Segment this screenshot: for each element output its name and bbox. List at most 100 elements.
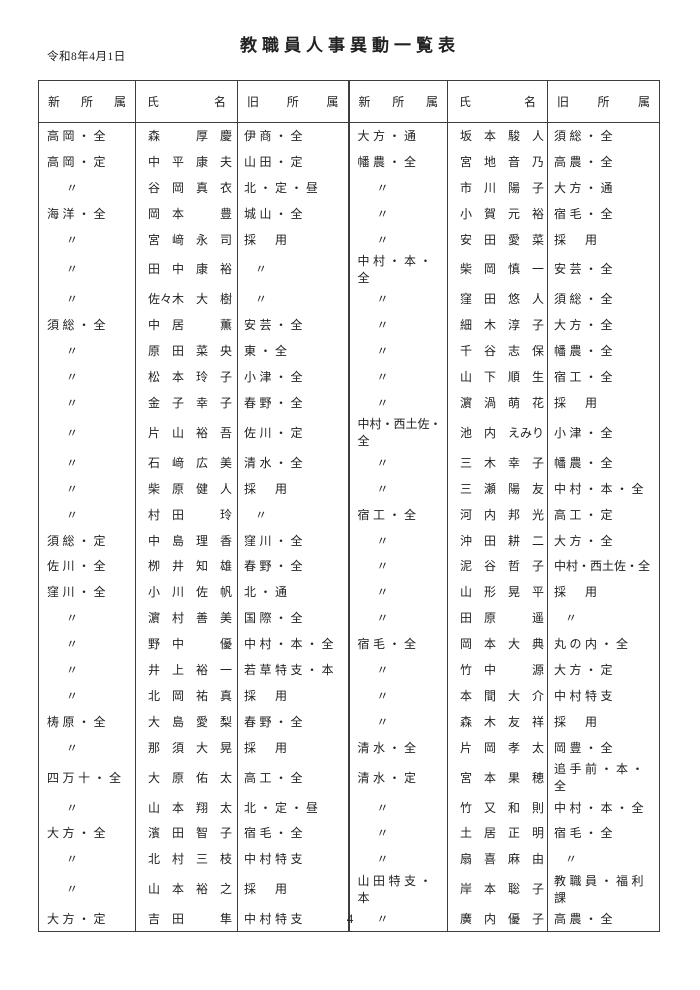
table-cell: 宿毛・全 bbox=[554, 826, 617, 841]
ditto-mark: 〃 bbox=[237, 285, 350, 312]
table-row: 〃井 上 裕 一若草特支・本〃竹 中 源大方・定 bbox=[38, 656, 660, 683]
table-cell: 濵 村 善 美 bbox=[135, 604, 238, 631]
table-row: 〃那 須 大 晃採 用清水・全片 岡 孝 太岡豊・全 bbox=[38, 734, 660, 761]
table-cell: 那 須 大 晃 bbox=[135, 734, 238, 761]
ditto-mark: 〃 bbox=[38, 174, 136, 201]
table-cell: 片 山 裕 吾 bbox=[135, 415, 238, 450]
table-cell: 宿毛・全 bbox=[554, 206, 617, 221]
table-cell: 市 川 陽 子 bbox=[447, 174, 548, 201]
table-cell: 柴 原 健 人 bbox=[135, 475, 238, 502]
table-cell: 小津・全 bbox=[237, 363, 350, 390]
table-cell: 中村・本・全 bbox=[554, 800, 648, 815]
table-cell: 佐々木 大 樹 bbox=[135, 285, 238, 312]
table-cell: 清水・全 bbox=[348, 734, 448, 761]
table-cell: 中村特支 bbox=[237, 905, 350, 932]
ditto-mark: 〃 bbox=[38, 656, 136, 683]
ditto-mark: 〃 bbox=[348, 845, 448, 872]
header-name-left: 氏名 bbox=[135, 80, 238, 123]
ditto-mark: 〃 bbox=[38, 363, 136, 390]
ditto-mark: 〃 bbox=[38, 871, 136, 906]
table-cell: 森 木 友 祥 bbox=[447, 708, 548, 735]
table-cell: 清水・全 bbox=[237, 449, 350, 476]
page-title: 教職員人事異動一覧表 bbox=[240, 36, 460, 55]
table-row: 梼原・全大 島 愛 梨春野・全〃森 木 友 祥採 用 bbox=[38, 708, 660, 735]
table-row: 〃原 田 菜 央東・全〃千 谷 志 保幡農・全 bbox=[38, 337, 660, 364]
table-cell: 採 用 bbox=[237, 871, 350, 906]
document-date: 令和8年4月1日 bbox=[47, 51, 126, 63]
ditto-mark: 〃 bbox=[38, 475, 136, 502]
table-row: 窪川・全小 川 佐 帆北・通〃山 形 晃 平採 用 bbox=[38, 578, 660, 605]
table-cell: 高農・全 bbox=[554, 911, 617, 926]
table-cell: 竹 中 源 bbox=[447, 656, 548, 683]
table-cell: 大方・全 bbox=[554, 533, 617, 548]
page-number: 4 bbox=[346, 911, 354, 926]
table-cell: 宿毛・全 bbox=[348, 630, 448, 657]
ditto-mark: 〃 bbox=[348, 794, 448, 820]
table-cell: 田 原 遥 bbox=[447, 604, 548, 631]
table-cell: 宮 地 音 乃 bbox=[447, 148, 548, 175]
table-cell: 採 用 bbox=[554, 395, 601, 410]
table-cell: 大方・全 bbox=[38, 819, 136, 846]
table-cell: 大方・全 bbox=[554, 318, 617, 333]
table-cell: 岡 本 豊 bbox=[135, 200, 238, 227]
ditto-mark: 〃 bbox=[237, 251, 350, 286]
table-cell: 池 内 えみり bbox=[447, 415, 548, 450]
table-cell: 中村・本・全 bbox=[554, 481, 648, 496]
table-cell: 高工・定 bbox=[554, 507, 617, 522]
table-cell: 吉 田 隼 bbox=[135, 905, 238, 932]
table-cell: 扇 喜 麻 由 bbox=[447, 845, 548, 872]
table-cell: 山田・定 bbox=[237, 148, 350, 175]
table-row: 須総・定中 島 理 香窪川・全〃沖 田 耕 二大方・全 bbox=[38, 527, 660, 553]
table-cell: 中村・西土佐・全 bbox=[348, 415, 448, 450]
table-cell: 井 上 裕 一 bbox=[135, 656, 238, 683]
table-cell: 金 子 幸 子 bbox=[135, 389, 238, 416]
table-cell: 中村特支 bbox=[554, 688, 617, 703]
table-cell: 窪川・全 bbox=[237, 527, 350, 553]
table-cell: 中村特支 bbox=[237, 845, 350, 872]
table-row: 高岡・定中 平 康 夫山田・定 幡農・全宮 地 音 乃高農・全 bbox=[38, 148, 660, 175]
table-cell: 中 居 薫 bbox=[135, 311, 238, 338]
table-cell: 北・通 bbox=[237, 578, 350, 605]
table-cell: 大方・通 bbox=[348, 122, 448, 149]
table-cell: 窪 田 悠 人 bbox=[447, 285, 548, 312]
table-row: 〃石 﨑 広 美清水・全〃三 木 幸 子幡農・全 bbox=[38, 449, 660, 476]
table-cell: 千 谷 志 保 bbox=[447, 337, 548, 364]
table-row: 〃田 中 康 裕〃中村・本・全柴 岡 慎 一安芸・全 bbox=[38, 251, 660, 286]
table-row: 大方・全濱 田 智 子宿毛・全〃土 居 正 明宿毛・全 bbox=[38, 819, 660, 846]
ditto-mark: 〃 bbox=[348, 174, 448, 201]
ditto-mark: 〃 bbox=[38, 415, 136, 450]
table-cell: 高工・全 bbox=[237, 760, 350, 795]
ditto-mark: 〃 bbox=[348, 226, 448, 252]
table-cell: 採 用 bbox=[237, 226, 350, 252]
ditto-mark: 〃 bbox=[38, 251, 136, 286]
table-cell: 岸 本 聡 子 bbox=[447, 871, 548, 906]
ditto-mark: 〃 bbox=[348, 337, 448, 364]
table-cell: 土 居 正 明 bbox=[447, 819, 548, 846]
table-cell: 教職員・福利課 bbox=[554, 873, 648, 905]
ditto-mark: 〃 bbox=[348, 708, 448, 735]
table-cell: 北 岡 祐 真 bbox=[135, 682, 238, 709]
table-cell: 採 用 bbox=[554, 585, 601, 600]
table-cell: 岡豊・全 bbox=[554, 740, 617, 755]
table-cell: 城山・全 bbox=[237, 200, 350, 227]
table-cell: 高岡・定 bbox=[38, 148, 136, 175]
table-cell: 須総・全 bbox=[554, 129, 617, 144]
table-cell: 大 原 佑 太 bbox=[135, 760, 238, 795]
table-cell: 森 厚 慶 bbox=[135, 122, 238, 149]
table-row: 〃柴 原 健 人採 用〃三 瀬 陽 友中村・本・全 bbox=[38, 475, 660, 502]
table-cell: 高農・全 bbox=[554, 154, 617, 169]
table-row: 〃片 山 裕 吾佐川・定 中村・西土佐・全池 内 えみり 小津・全 bbox=[38, 415, 660, 450]
table-row: 〃谷 岡 真 衣北・定・昼〃市 川 陽 子大方・通 bbox=[38, 174, 660, 201]
table-cell: 採 用 bbox=[237, 475, 350, 502]
table-cell: 泥 谷 哲 子 bbox=[447, 552, 548, 579]
table-row: 〃北 村 三 枝中村特支〃扇 喜 麻 由〃 bbox=[38, 845, 660, 872]
ditto-mark: 〃 bbox=[38, 337, 136, 364]
table-cell: 採 用 bbox=[237, 734, 350, 761]
header-old-affiliation-left: 旧所属 bbox=[237, 80, 350, 123]
table-cell: 中 島 理 香 bbox=[135, 527, 238, 553]
table-body: 高岡・全森 厚 慶伊商・全 大方・通坂 本 駿 人須総・全 高岡・定中 平 康 夫山… bbox=[38, 122, 660, 932]
table-cell: 採 用 bbox=[554, 714, 601, 729]
table-cell: 細 木 淳 子 bbox=[447, 311, 548, 338]
table-row: 〃野 中 優中村・本・全 宿毛・全岡 本 大 典丸の内・全 bbox=[38, 630, 660, 657]
table-cell: 採 用 bbox=[554, 232, 601, 247]
